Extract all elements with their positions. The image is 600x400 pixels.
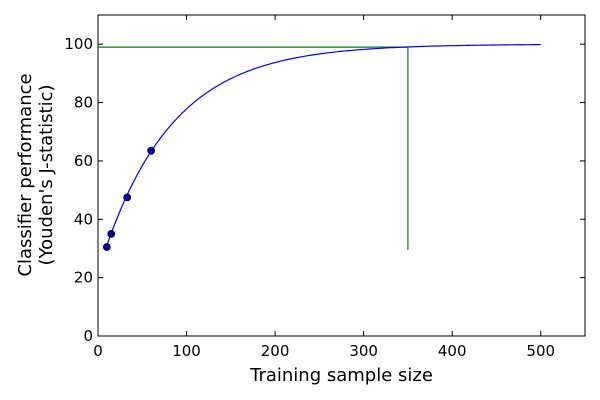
curve-layer [106,44,541,246]
x-axis-label: Training sample size [249,365,433,386]
x-tick-label: 500 [526,342,555,360]
x-tick-label: 200 [261,342,290,360]
y-tick-label: 100 [64,35,93,53]
x-tick-label: 100 [172,342,201,360]
x-tick-label: 400 [438,342,467,360]
x-axis: 0 100 200 300 400 500 [93,15,555,360]
reference-lines [98,46,409,250]
y-tick-label: 0 [83,327,93,345]
y-tick-label: 20 [74,269,93,287]
series-line-fit [106,44,541,246]
data-point [107,229,116,238]
y-axis-label-line-2: (Youden's J-statistic) [36,84,57,265]
y-axis: 0 20 40 60 80 100 [64,35,585,345]
x-tick-label: 0 [93,342,103,360]
data-point [102,243,111,251]
y-tick-label: 40 [74,210,93,228]
points-layer [102,146,156,251]
x-tick-label: 300 [349,342,378,360]
plot-area [97,14,586,337]
y-tick-label: 60 [74,152,93,170]
y-axis-label-line-1: Classifier performance [15,73,36,276]
y-tick-label: 80 [74,94,93,112]
data-point [123,193,132,202]
data-point [147,146,156,155]
